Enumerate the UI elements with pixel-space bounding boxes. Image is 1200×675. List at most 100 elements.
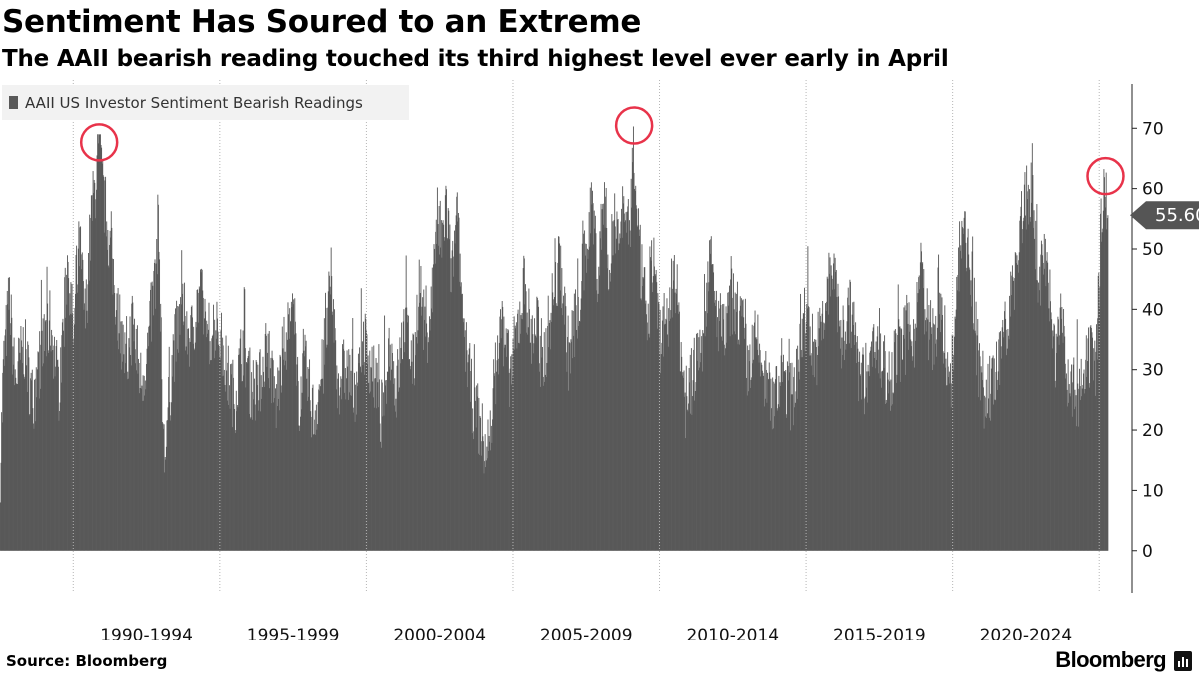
bar xyxy=(625,220,626,551)
bar xyxy=(117,340,118,551)
bar xyxy=(188,338,190,551)
bar xyxy=(313,434,315,551)
bar xyxy=(516,348,518,551)
bar xyxy=(357,353,359,551)
bar xyxy=(692,396,693,551)
bar xyxy=(652,292,654,551)
bar xyxy=(165,459,167,551)
bar xyxy=(175,308,176,551)
bar xyxy=(107,265,109,551)
bar xyxy=(28,357,30,551)
bar xyxy=(329,286,331,551)
bar xyxy=(669,318,671,551)
bar xyxy=(758,362,760,551)
x-tick-label: 2000-2004 xyxy=(393,626,486,640)
bar xyxy=(1047,282,1049,551)
bar xyxy=(11,374,13,551)
bar xyxy=(460,286,462,551)
bar xyxy=(381,379,383,551)
bar xyxy=(430,319,432,551)
bar xyxy=(669,287,671,551)
bar xyxy=(247,356,249,551)
bar xyxy=(360,288,362,551)
bar xyxy=(75,293,76,551)
bar xyxy=(689,354,691,551)
bar xyxy=(1094,395,1096,551)
bar xyxy=(936,356,938,551)
bar xyxy=(572,310,574,551)
bar xyxy=(854,334,856,551)
bar xyxy=(103,232,105,551)
bar xyxy=(679,371,681,551)
bar xyxy=(109,230,111,551)
bar xyxy=(448,210,450,551)
bar xyxy=(798,379,800,551)
bar xyxy=(94,218,96,551)
bar xyxy=(654,266,655,551)
bar xyxy=(289,320,291,551)
bar xyxy=(903,307,905,551)
bar xyxy=(96,155,98,551)
bar xyxy=(21,346,23,551)
bar xyxy=(353,372,355,551)
bar xyxy=(1091,332,1093,551)
bar xyxy=(457,212,459,551)
bar xyxy=(1009,295,1011,551)
bar xyxy=(586,248,588,551)
bar xyxy=(314,410,316,551)
bar xyxy=(71,283,73,551)
bar xyxy=(103,176,105,551)
bar xyxy=(280,356,282,551)
bar xyxy=(897,334,899,551)
bar xyxy=(91,195,93,551)
bar xyxy=(613,255,615,551)
bar xyxy=(1040,240,1042,551)
bar xyxy=(348,392,350,551)
bar xyxy=(725,348,726,551)
bar xyxy=(819,307,821,551)
bar xyxy=(293,299,295,551)
bar xyxy=(600,238,601,551)
bar xyxy=(540,386,542,551)
bar xyxy=(227,345,229,551)
bar xyxy=(921,251,922,551)
bar xyxy=(714,290,716,551)
bar xyxy=(686,396,688,551)
bar xyxy=(990,368,992,551)
bar xyxy=(781,382,783,551)
bar xyxy=(66,304,68,551)
bar xyxy=(192,343,194,551)
bar xyxy=(884,335,886,551)
bar xyxy=(494,342,496,551)
bar xyxy=(155,263,157,551)
bar xyxy=(502,306,504,551)
bar xyxy=(919,289,921,551)
bar xyxy=(572,358,574,551)
bar xyxy=(610,263,612,551)
bar xyxy=(191,305,193,551)
bar xyxy=(989,355,991,551)
bar xyxy=(621,237,623,551)
bar xyxy=(868,371,870,551)
bar xyxy=(202,297,204,551)
bar xyxy=(826,301,828,551)
bar xyxy=(684,392,686,551)
bar xyxy=(500,338,502,551)
bar xyxy=(666,298,668,551)
bar xyxy=(889,410,891,551)
bar xyxy=(369,391,371,551)
bar xyxy=(394,378,396,551)
bar xyxy=(31,369,33,551)
bar xyxy=(539,363,541,551)
bar xyxy=(294,298,296,551)
bar xyxy=(700,352,702,551)
bar xyxy=(401,359,403,551)
bar xyxy=(285,332,287,551)
bar xyxy=(509,406,511,551)
bar xyxy=(56,360,58,551)
bar xyxy=(692,380,694,551)
bar xyxy=(999,385,1001,551)
bar xyxy=(331,276,333,551)
bar xyxy=(49,290,51,551)
bar xyxy=(922,288,924,551)
